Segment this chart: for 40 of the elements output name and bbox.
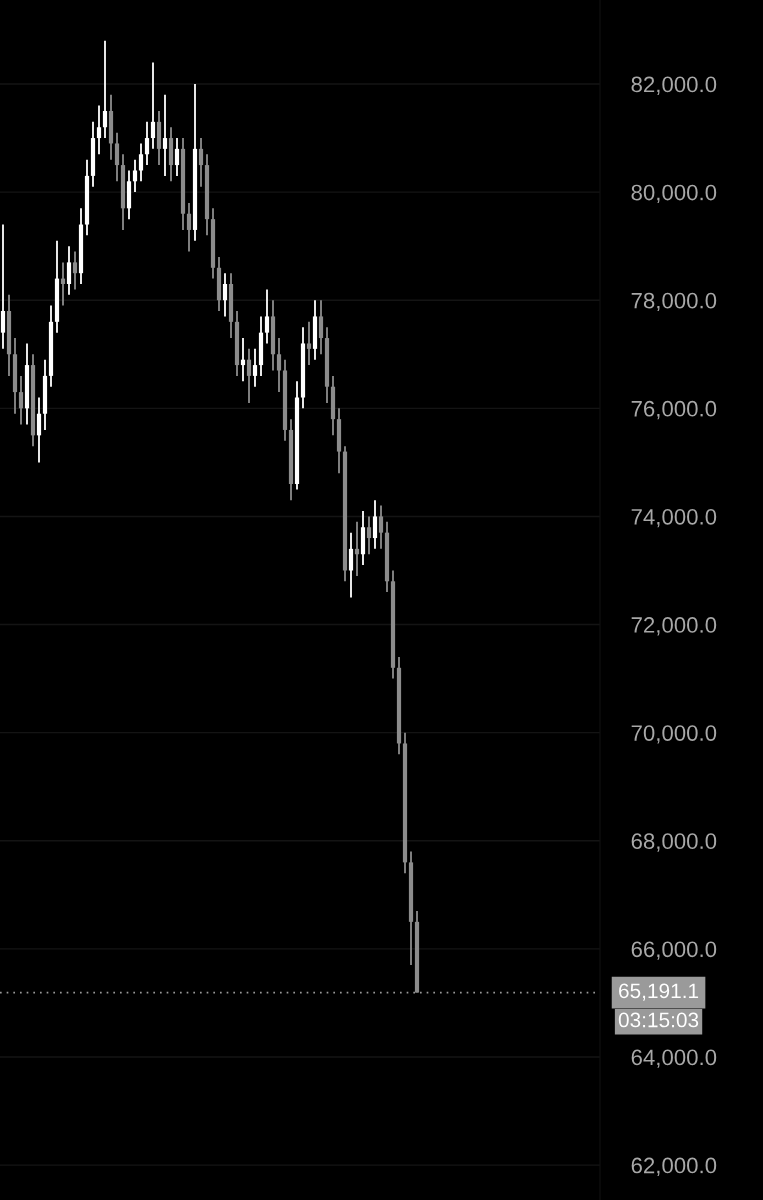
candlestick [378,504,384,550]
y-tick-label: 80,000.0 [631,184,717,203]
candlestick [114,131,120,183]
candlestick [72,250,78,291]
y-tick-label: 82,000.0 [631,76,717,95]
candlestick [198,137,204,188]
y-tick-label: 74,000.0 [631,508,717,528]
candlestick [306,320,312,366]
y-tick-label: 62,000.0 [631,1157,717,1176]
candlestick [186,202,192,253]
text: 03:15:03 [618,1012,699,1028]
candlestick [162,93,168,177]
y-tick-label: 68,000.0 [631,833,717,852]
candlestick [276,337,282,394]
candlestick [174,137,180,177]
candlestick [144,120,150,166]
candlestick [132,158,138,194]
candlestick [318,299,324,356]
candlestick [348,531,354,599]
candlestick [0,223,6,350]
candlestick [246,347,252,404]
y-tick-label: 78,000.0 [631,292,717,312]
y-tick-label: 76,000.0 [631,400,717,420]
candlestick [366,515,372,556]
y-tick-label: 66,000.0 [631,941,717,960]
candlestick [102,39,108,139]
candlestick [150,61,156,150]
y-tick-label: 64,000.0 [631,1049,717,1068]
y-tick-label: 70,000.0 [631,725,717,744]
candlestick [222,272,228,318]
candlestick [18,374,24,426]
candlestick [264,288,270,345]
candlestick [36,396,42,464]
candlestick [372,499,378,550]
candlestick [138,142,144,183]
candlestick [252,347,258,388]
ref-line-label: 65,191.1 [619,983,699,1001]
candlestick [96,104,102,156]
y-tick-label: 72,000.0 [631,617,717,636]
candlestick [66,245,72,296]
